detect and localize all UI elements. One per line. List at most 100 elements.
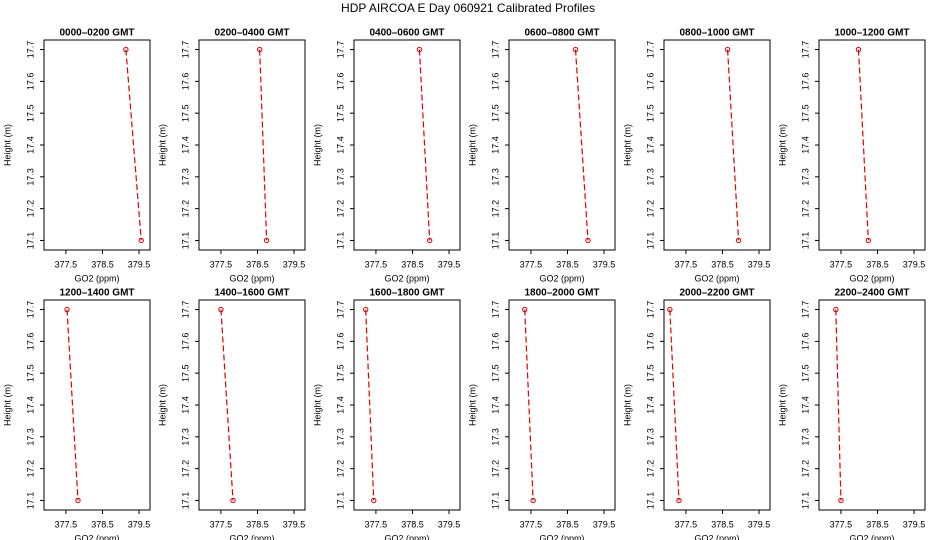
y-tick-label: 17.7 bbox=[25, 301, 35, 319]
data-point bbox=[75, 497, 81, 504]
y-tick-label: 17.2 bbox=[490, 460, 500, 478]
y-tick-label: 17.6 bbox=[490, 333, 500, 351]
profile-line bbox=[574, 49, 589, 241]
profile-line bbox=[259, 49, 268, 241]
x-tick-label: 377.5 bbox=[830, 259, 853, 269]
panel-title: 2000–2200 GMT bbox=[679, 288, 754, 299]
y-tick-label: 17.1 bbox=[800, 232, 810, 250]
x-tick-label: 378.5 bbox=[91, 259, 114, 269]
y-tick-label: 17.3 bbox=[800, 168, 810, 186]
data-point bbox=[855, 46, 862, 53]
panel-title: 0800–1000 GMT bbox=[679, 28, 754, 39]
x-tick-label: 379.5 bbox=[438, 259, 461, 269]
panel: 1400–1600 GMT GO2 (ppm) Height (m) 377.5 378… bbox=[157, 288, 306, 540]
x-tick-label: 379.5 bbox=[593, 259, 616, 269]
data-point bbox=[735, 237, 742, 244]
y-axis-label: Height (m) bbox=[157, 124, 167, 166]
data-point bbox=[572, 46, 579, 53]
y-tick-label: 17.4 bbox=[645, 136, 655, 154]
y-tick-label: 17.1 bbox=[25, 232, 35, 250]
y-tick-label: 17.4 bbox=[335, 396, 345, 414]
y-tick-label: 17.1 bbox=[490, 232, 500, 250]
y-tick-label: 17.3 bbox=[180, 428, 190, 446]
x-tick-label: 379.5 bbox=[748, 519, 771, 529]
y-tick-label: 17.6 bbox=[800, 333, 810, 351]
panel: 1000–1200 GMT GO2 (ppm) Height (m) 377.5 378… bbox=[777, 28, 926, 283]
y-tick-label: 17.4 bbox=[800, 396, 810, 414]
x-tick-label: 378.5 bbox=[711, 519, 734, 529]
data-point bbox=[230, 497, 236, 504]
panel-title: 0600–0800 GMT bbox=[524, 28, 599, 39]
y-tick-label: 17.2 bbox=[335, 460, 345, 478]
profile-line bbox=[365, 309, 375, 501]
x-axis-label: GO2 (ppm) bbox=[229, 533, 274, 540]
y-axis-label: Height (m) bbox=[312, 384, 322, 426]
y-axis-label: Height (m) bbox=[622, 124, 632, 166]
panel: 1800–2000 GMT GO2 (ppm) Height (m) 377.5 378… bbox=[467, 288, 616, 540]
x-tick-label: 377.5 bbox=[520, 259, 543, 269]
x-tick-label: 379.5 bbox=[128, 259, 151, 269]
x-axis-label: GO2 (ppm) bbox=[694, 533, 739, 540]
panel: 0200–0400 GMT GO2 (ppm) Height (m) 377.5 378… bbox=[157, 28, 306, 283]
data-point bbox=[256, 46, 263, 53]
y-tick-label: 17.7 bbox=[800, 301, 810, 319]
y-tick-label: 17.6 bbox=[800, 73, 810, 91]
panel: 0800–1000 GMT GO2 (ppm) Height (m) 377.5 378… bbox=[622, 28, 771, 283]
y-axis-label: Height (m) bbox=[622, 384, 632, 426]
y-tick-label: 17.7 bbox=[180, 301, 190, 319]
x-tick-label: 379.5 bbox=[903, 259, 926, 269]
data-point bbox=[865, 237, 872, 244]
y-tick-label: 17.6 bbox=[335, 333, 345, 351]
profile-line bbox=[857, 49, 869, 241]
y-tick-label: 17.5 bbox=[180, 104, 190, 122]
panel: 2000–2200 GMT GO2 (ppm) Height (m) 377.5 378… bbox=[622, 288, 771, 540]
x-axis-label: GO2 (ppm) bbox=[694, 273, 739, 283]
y-tick-label: 17.6 bbox=[25, 333, 35, 351]
data-point bbox=[416, 46, 423, 53]
y-tick-label: 17.4 bbox=[490, 136, 500, 154]
y-tick-label: 17.2 bbox=[800, 460, 810, 478]
y-tick-label: 17.1 bbox=[645, 232, 655, 250]
y-tick-label: 17.1 bbox=[335, 492, 345, 510]
panel-title: 1000–1200 GMT bbox=[834, 28, 909, 39]
y-tick-label: 17.5 bbox=[800, 104, 810, 122]
x-axis-label: GO2 (ppm) bbox=[384, 273, 429, 283]
x-axis-label: GO2 (ppm) bbox=[384, 533, 429, 540]
y-tick-label: 17.2 bbox=[335, 200, 345, 218]
y-tick-label: 17.5 bbox=[490, 104, 500, 122]
y-axis-label: Height (m) bbox=[467, 384, 477, 426]
x-tick-label: 377.5 bbox=[520, 519, 543, 529]
x-tick-label: 379.5 bbox=[128, 519, 151, 529]
y-tick-label: 17.2 bbox=[180, 460, 190, 478]
y-tick-label: 17.3 bbox=[645, 428, 655, 446]
y-tick-label: 17.7 bbox=[180, 41, 190, 59]
x-tick-label: 378.5 bbox=[91, 519, 114, 529]
y-axis-label: Height (m) bbox=[2, 384, 12, 426]
x-tick-label: 379.5 bbox=[283, 519, 306, 529]
y-tick-label: 17.5 bbox=[180, 364, 190, 382]
x-tick-label: 378.5 bbox=[866, 519, 889, 529]
y-tick-label: 17.1 bbox=[800, 492, 810, 510]
y-tick-label: 17.5 bbox=[335, 364, 345, 382]
y-tick-label: 17.1 bbox=[180, 232, 190, 250]
panel-title: 2200–2400 GMT bbox=[834, 288, 909, 299]
panel-title: 1200–1400 GMT bbox=[59, 288, 134, 299]
y-tick-label: 17.5 bbox=[645, 364, 655, 382]
x-tick-label: 378.5 bbox=[556, 259, 579, 269]
y-tick-label: 17.1 bbox=[490, 492, 500, 510]
y-tick-label: 17.3 bbox=[645, 168, 655, 186]
y-tick-label: 17.7 bbox=[490, 301, 500, 319]
x-tick-label: 377.5 bbox=[55, 259, 78, 269]
data-point bbox=[676, 497, 682, 504]
y-tick-label: 17.6 bbox=[490, 73, 500, 91]
x-tick-label: 377.5 bbox=[675, 519, 698, 529]
x-tick-label: 378.5 bbox=[401, 259, 424, 269]
profile-line bbox=[66, 309, 79, 501]
y-tick-label: 17.3 bbox=[180, 168, 190, 186]
y-tick-label: 17.2 bbox=[800, 200, 810, 218]
data-point bbox=[138, 237, 144, 244]
panel: 2200–2400 GMT GO2 (ppm) Height (m) 377.5 378… bbox=[777, 288, 926, 540]
y-tick-label: 17.1 bbox=[645, 492, 655, 510]
data-point bbox=[426, 237, 433, 244]
